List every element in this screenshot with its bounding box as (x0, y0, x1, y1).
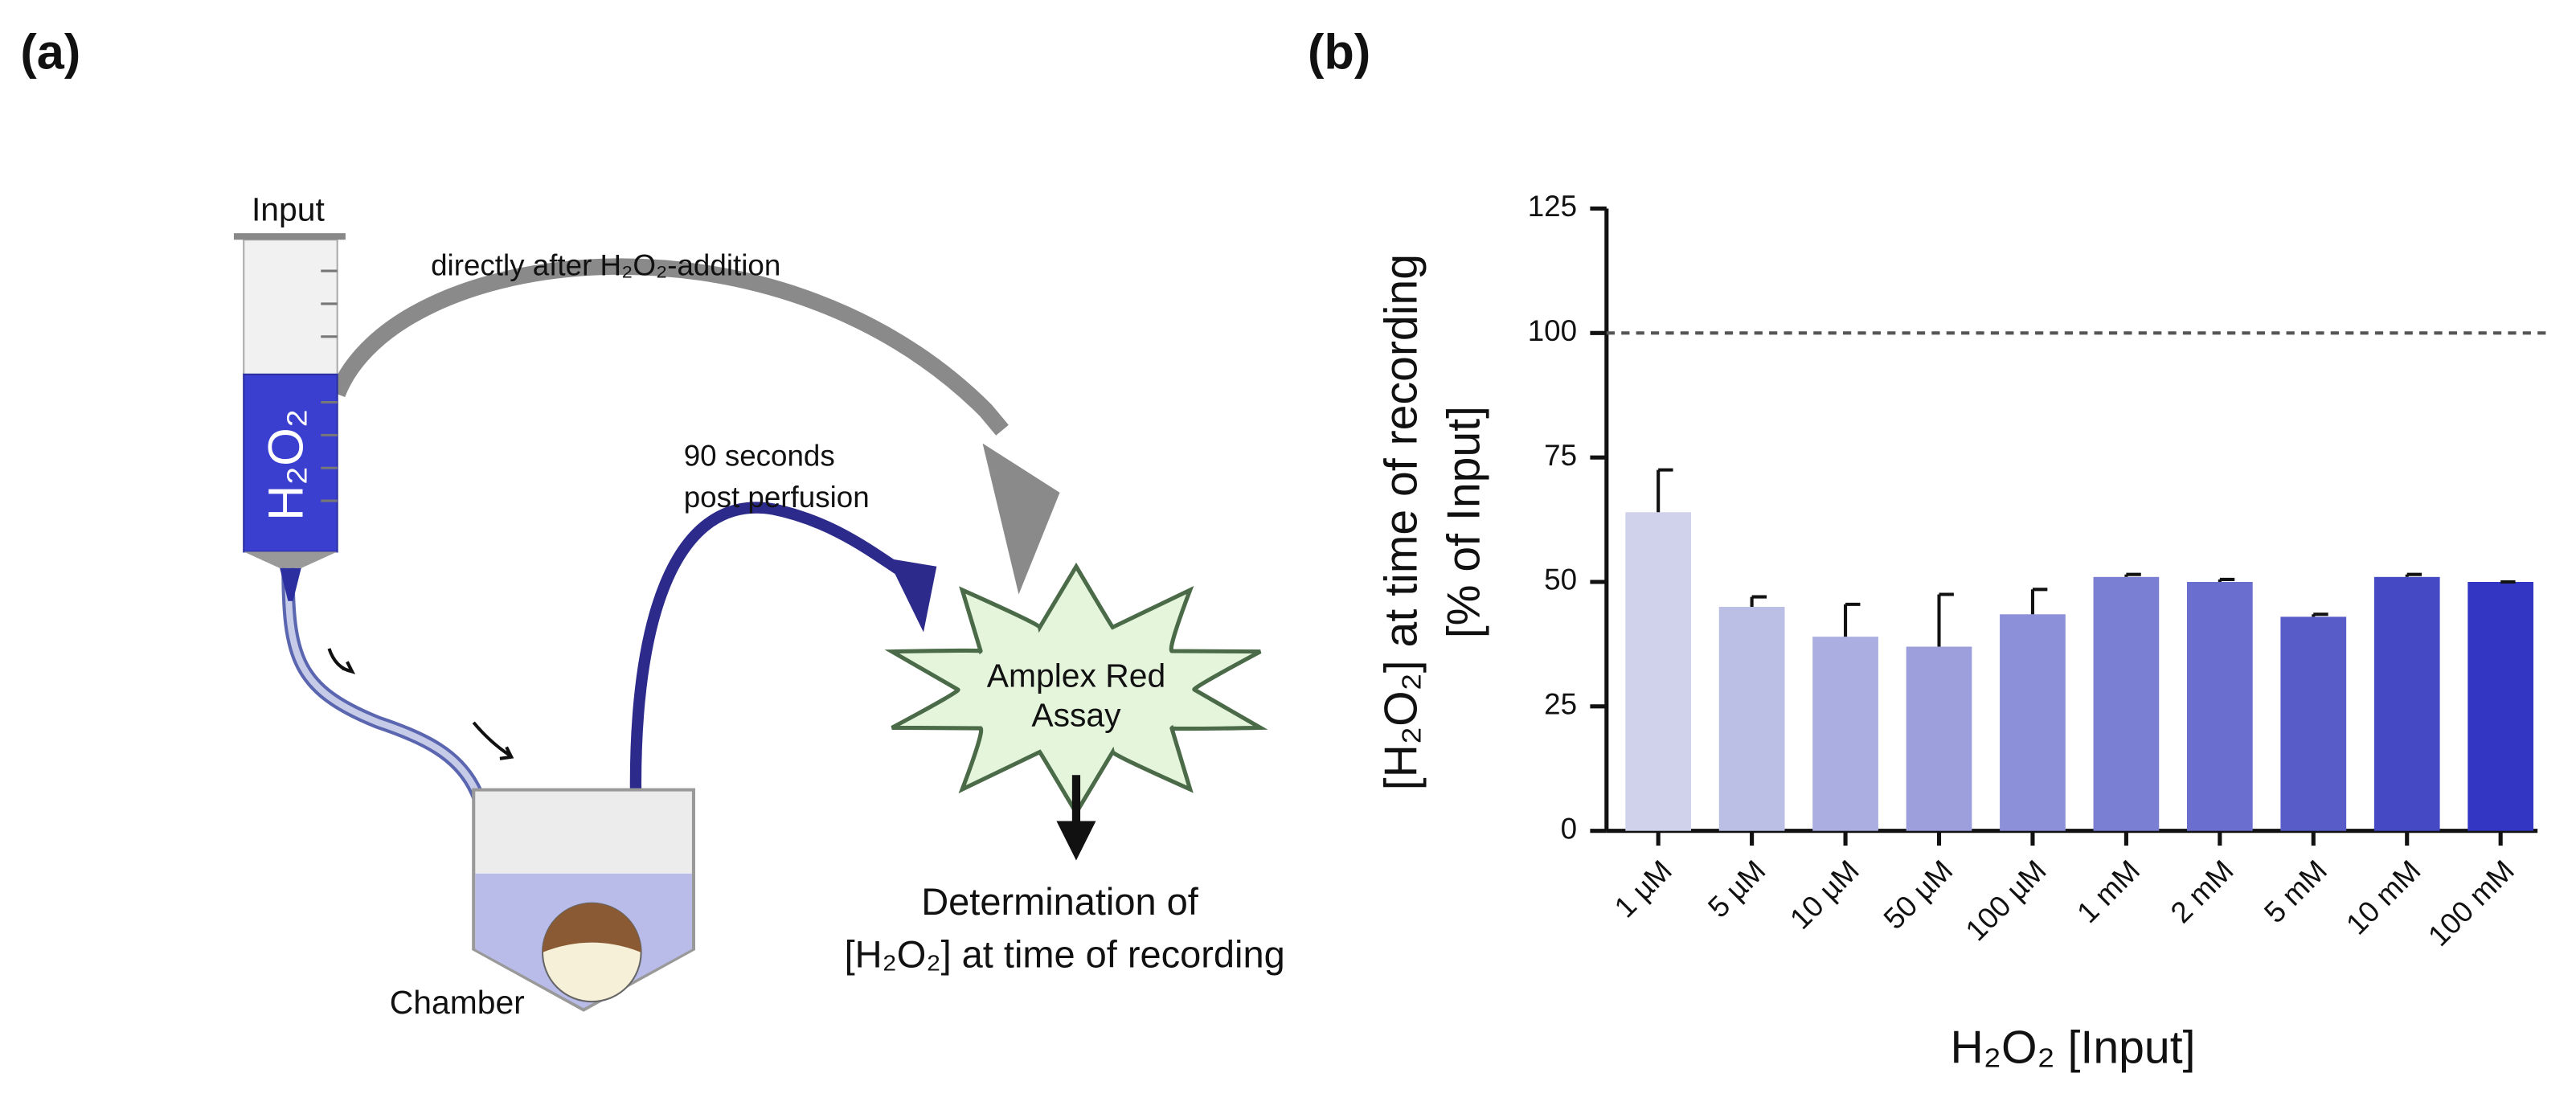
bar (2373, 576, 2440, 831)
bar (2467, 582, 2534, 831)
arrow-perfusion (629, 502, 915, 854)
y-tick-label: 50 (1544, 563, 1577, 596)
error-bar (1750, 595, 1767, 607)
error-bar (2124, 572, 2141, 577)
y-tick-label: 0 (1561, 812, 1577, 845)
sample (543, 903, 641, 952)
panel-label: (b) (1308, 25, 1370, 80)
assay-label: Amplex Red (987, 657, 1165, 694)
x-tick-label: 50 µM (1878, 854, 1960, 936)
bar (1625, 512, 1692, 831)
x-tick-label: 100 µM (1960, 854, 2053, 947)
result-label: [H₂O₂] at time of recording (845, 932, 1285, 975)
panel-label: (a) (20, 25, 80, 80)
x-tick-label: 5 µM (1702, 854, 1771, 924)
error-bar (1937, 592, 1954, 647)
syringe-body (243, 239, 338, 379)
bar (2093, 576, 2160, 831)
error-bar (2030, 588, 2048, 615)
bar (1906, 646, 1972, 831)
flow-arrow (472, 721, 514, 760)
bar (2280, 616, 2347, 831)
direct-label: directly after H₂O₂-addition (431, 249, 780, 282)
error-bar (2312, 612, 2328, 617)
y-axis-label: [H₂O₂] at time of recording (1376, 254, 1427, 790)
bar (2000, 614, 2066, 831)
error-bar (2218, 577, 2235, 583)
y-tick-label: 75 (1544, 439, 1577, 472)
x-tick-label: 100 mM (2422, 854, 2521, 952)
scale-marks (321, 269, 338, 502)
input-label: Input (252, 190, 325, 227)
x-tick-label: 10 µM (1784, 854, 1865, 936)
perfusion-label: post perfusion (684, 481, 870, 514)
diagram (233, 233, 1268, 1012)
assay-label: Assay (1031, 697, 1121, 734)
error-bar (2405, 572, 2422, 577)
tube (285, 566, 497, 928)
syringe-fluid (243, 373, 338, 553)
x-tick-label: 5 mM (2258, 854, 2333, 929)
x-tick-label: 10 mM (2340, 854, 2427, 940)
error-bar (1657, 468, 1673, 513)
y-tick-label: 125 (1528, 190, 1577, 223)
result-label: Determination of (921, 880, 1199, 923)
x-tick-label: 1 µM (1608, 854, 1678, 924)
arrowhead (982, 443, 1060, 595)
y-axis-label: [% of Input] (1438, 406, 1489, 638)
bar (2186, 582, 2253, 831)
arrow-direct (330, 258, 1009, 436)
bar (1718, 606, 1785, 831)
error-bar (1844, 602, 1861, 637)
y-tick-label: 100 (1528, 314, 1577, 347)
x-axis-label: H₂O₂ [Input] (1950, 1022, 2195, 1074)
syringe-label: H₂O₂ (259, 408, 313, 520)
x-tick-label: 2 mM (2164, 854, 2240, 929)
arrowhead (1056, 821, 1096, 861)
perfusion-label: 90 seconds (684, 440, 835, 473)
chamber-label: Chamber (390, 984, 525, 1021)
x-tick-label: 1 mM (2070, 854, 2146, 929)
bar (1812, 637, 1878, 831)
tube (281, 566, 500, 928)
y-tick-label: 25 (1544, 688, 1577, 721)
syringe-tip (244, 551, 338, 568)
arrowhead (887, 558, 937, 633)
flow-arrow (327, 648, 356, 675)
needle (280, 567, 301, 601)
